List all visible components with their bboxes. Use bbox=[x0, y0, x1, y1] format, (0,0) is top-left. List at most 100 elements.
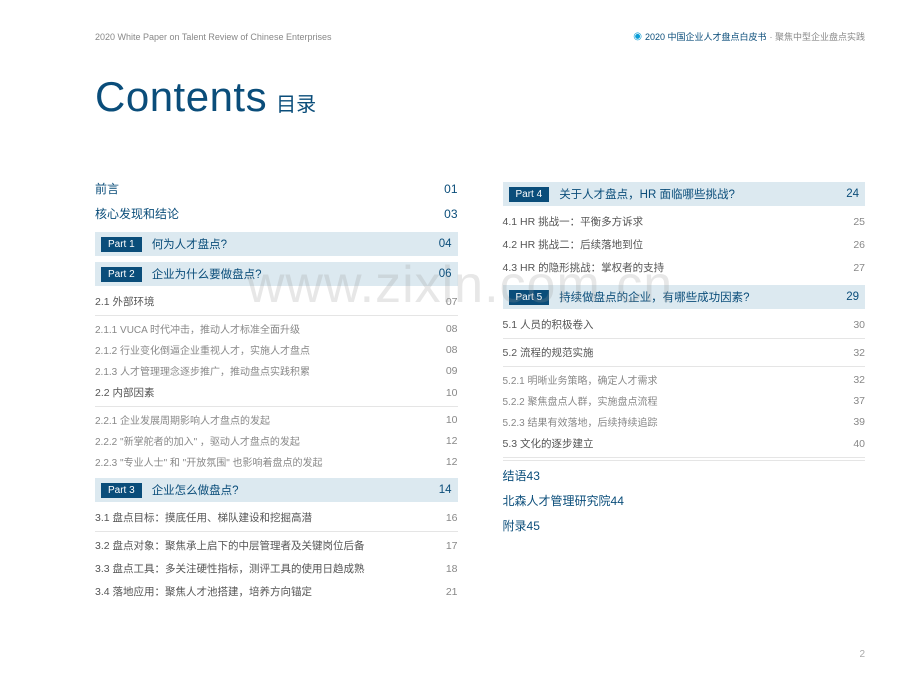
eye-icon: ◉ bbox=[633, 31, 642, 42]
separator bbox=[503, 457, 866, 458]
title-zh: 目录 bbox=[276, 88, 316, 117]
toc-page-num: 09 bbox=[446, 365, 458, 377]
toc-subsection: 2.1.1 VUCA 时代冲击，推动人才标准全面升级 08 bbox=[95, 318, 458, 339]
part-title: 企业为什么要做盘点? bbox=[152, 266, 439, 282]
part-badge: Part 5 bbox=[509, 290, 550, 305]
part-title: 何为人才盘点? bbox=[152, 236, 439, 252]
toc-section: 5.1 人员的积极卷入30 bbox=[503, 313, 866, 336]
toc-label: 2.1.1 VUCA 时代冲击，推动人才标准全面升级 bbox=[95, 321, 300, 336]
title-en: Contents bbox=[95, 73, 267, 121]
toc-page-num: 18 bbox=[446, 563, 458, 575]
part-page-num: 06 bbox=[439, 268, 452, 280]
toc-label: 2.2.2 "新掌舵者的加入" ，驱动人才盘点的发起 bbox=[95, 433, 300, 448]
toc-page-num: 43 bbox=[527, 469, 540, 483]
toc-end-entry: 结语43 bbox=[503, 463, 866, 488]
toc-label: 2.2.3 "专业人士" 和 "开放氛围" 也影响着盘点的发起 bbox=[95, 454, 323, 469]
toc-page-num: 10 bbox=[446, 414, 458, 426]
toc-label: 3.4 落地应用：聚焦人才池搭建，培养方向锚定 bbox=[95, 584, 312, 599]
part-badge: Part 4 bbox=[509, 187, 550, 202]
part-badge: Part 3 bbox=[101, 483, 142, 498]
toc-page-num: 12 bbox=[446, 456, 458, 468]
toc-right-column: Part 4 关于人才盘点，HR 面临哪些挑战?24 4.1 HR 挑战一：平衡多方… bbox=[503, 176, 866, 603]
toc-label: 2.1.2 行业变化倒逼企业重视人才，实施人才盘点 bbox=[95, 342, 310, 357]
toc-top-entry: 核心发现和结论 03 bbox=[95, 201, 458, 226]
separator bbox=[503, 338, 866, 339]
page-title: Contents 目录 bbox=[95, 73, 865, 121]
toc-page-num: 12 bbox=[446, 435, 458, 447]
header-right-secondary: · 聚焦中型企业盘点实践 bbox=[770, 30, 866, 43]
toc-section: 5.3 文化的逐步建立40 bbox=[503, 432, 866, 455]
toc-page-num: 03 bbox=[444, 207, 457, 221]
toc-page-num: 45 bbox=[527, 519, 540, 533]
separator bbox=[503, 366, 866, 367]
separator bbox=[95, 406, 458, 407]
toc-page-num: 10 bbox=[446, 387, 458, 399]
separator bbox=[95, 531, 458, 532]
toc-subsection: 5.2.3 结果有效落地，后续持续追踪39 bbox=[503, 411, 866, 432]
toc-label: 5.2.1 明晰业务策略，确定人才需求 bbox=[503, 372, 658, 387]
part-badge: Part 2 bbox=[101, 267, 142, 282]
toc-label: 2.2.1 企业发展周期影响人才盘点的发起 bbox=[95, 412, 270, 427]
toc-page-num: 16 bbox=[446, 512, 458, 524]
toc-section: 4.1 HR 挑战一：平衡多方诉求25 bbox=[503, 210, 866, 233]
toc-section: 4.3 HR 的隐形挑战：掌权者的支持 27 bbox=[503, 256, 866, 279]
toc-label: 5.1 人员的积极卷入 bbox=[503, 317, 594, 332]
toc-section: 2.1 外部环境 07 bbox=[95, 290, 458, 313]
toc-label: 3.1 盘点目标：摸底任用、梯队建设和挖掘高潜 bbox=[95, 510, 312, 525]
part-page-num: 04 bbox=[439, 238, 452, 250]
part-title: 企业怎么做盘点? bbox=[152, 482, 439, 498]
toc-label: 核心发现和结论 bbox=[95, 205, 179, 222]
toc-section: 3.4 落地应用：聚焦人才池搭建，培养方向锚定 21 bbox=[95, 580, 458, 603]
toc-label: 附录 bbox=[503, 519, 527, 533]
toc-label: 4.2 HR 挑战二：后续落地到位 bbox=[503, 237, 644, 252]
toc-section: 2.2 内部因素10 bbox=[95, 381, 458, 404]
toc-subsection: 2.1.3 人才管理理念逐步推广，推动盘点实践积累09 bbox=[95, 360, 458, 381]
toc-subsection: 2.1.2 行业变化倒逼企业重视人才，实施人才盘点 08 bbox=[95, 339, 458, 360]
toc-page-num: 08 bbox=[446, 344, 458, 356]
toc-section: 3.1 盘点目标：摸底任用、梯队建设和挖掘高潜 16 bbox=[95, 506, 458, 529]
toc-label: 2.1 外部环境 bbox=[95, 294, 155, 309]
part-page-num: 24 bbox=[846, 188, 859, 200]
toc-top-entry: 前言 01 bbox=[95, 176, 458, 201]
toc-part-header: Part 3 企业怎么做盘点?14 bbox=[95, 478, 458, 502]
toc-section: 3.3 盘点工具：多关注硬性指标，测评工具的使用日趋成熟 18 bbox=[95, 557, 458, 580]
header-right-primary: 2020 中国企业人才盘点白皮书 bbox=[645, 30, 767, 43]
toc-left-column: 前言 01 核心发现和结论 03 Part 1 何为人才盘点?04 Part 2 企业为什么要… bbox=[95, 176, 458, 603]
part-title: 持续做盘点的企业，有哪些成功因素? bbox=[559, 289, 846, 305]
toc-part-header: Part 2 企业为什么要做盘点?06 bbox=[95, 262, 458, 286]
part-badge: Part 1 bbox=[101, 237, 142, 252]
part-page-num: 14 bbox=[439, 484, 452, 496]
header-left-text: 2020 White Paper on Talent Review of Chi… bbox=[95, 32, 331, 42]
toc-subsection: 2.2.3 "专业人士" 和 "开放氛围" 也影响着盘点的发起 12 bbox=[95, 451, 458, 472]
toc-label: 北森人才管理研究院 bbox=[503, 494, 611, 508]
toc-label: 结语 bbox=[503, 469, 527, 483]
toc-label: 4.3 HR 的隐形挑战：掌权者的支持 bbox=[503, 260, 665, 275]
toc-part-header: Part 4 关于人才盘点，HR 面临哪些挑战?24 bbox=[503, 182, 866, 206]
toc-label: 3.2 盘点对象：聚焦承上启下的中层管理者及关键岗位后备 bbox=[95, 538, 365, 553]
toc-label: 5.2.2 聚焦盘点人群，实施盘点流程 bbox=[503, 393, 658, 408]
toc-subsection: 5.2.2 聚焦盘点人群，实施盘点流程 37 bbox=[503, 390, 866, 411]
toc-subsection: 2.2.1 企业发展周期影响人才盘点的发起 10 bbox=[95, 409, 458, 430]
toc-end-entry: 北森人才管理研究院44 bbox=[503, 488, 866, 513]
part-page-num: 29 bbox=[846, 291, 859, 303]
toc-label: 前言 bbox=[95, 180, 119, 197]
toc-subsection: 5.2.1 明晰业务策略，确定人才需求 32 bbox=[503, 369, 866, 390]
toc-page-num: 07 bbox=[446, 296, 458, 308]
toc-section: 5.2 流程的规范实施 32 bbox=[503, 341, 866, 364]
toc-page-num: 32 bbox=[853, 374, 865, 386]
toc-page-num: 26 bbox=[853, 239, 865, 251]
toc-label: 5.2 流程的规范实施 bbox=[503, 345, 594, 360]
toc-label: 3.3 盘点工具：多关注硬性指标，测评工具的使用日趋成熟 bbox=[95, 561, 365, 576]
separator bbox=[503, 460, 866, 461]
toc-page-num: 44 bbox=[611, 494, 624, 508]
toc-page-num: 37 bbox=[853, 395, 865, 407]
toc-page-num: 27 bbox=[853, 262, 865, 274]
toc-label: 5.2.3 结果有效落地，后续持续追踪 bbox=[503, 414, 658, 429]
toc-section: 4.2 HR 挑战二：后续落地到位 26 bbox=[503, 233, 866, 256]
toc-page-num: 01 bbox=[444, 182, 457, 196]
toc-page-num: 21 bbox=[446, 586, 458, 598]
toc-subsection: 2.2.2 "新掌舵者的加入" ，驱动人才盘点的发起 12 bbox=[95, 430, 458, 451]
part-title: 关于人才盘点，HR 面临哪些挑战? bbox=[559, 186, 846, 202]
toc-page-num: 08 bbox=[446, 323, 458, 335]
toc-page-num: 32 bbox=[853, 347, 865, 359]
